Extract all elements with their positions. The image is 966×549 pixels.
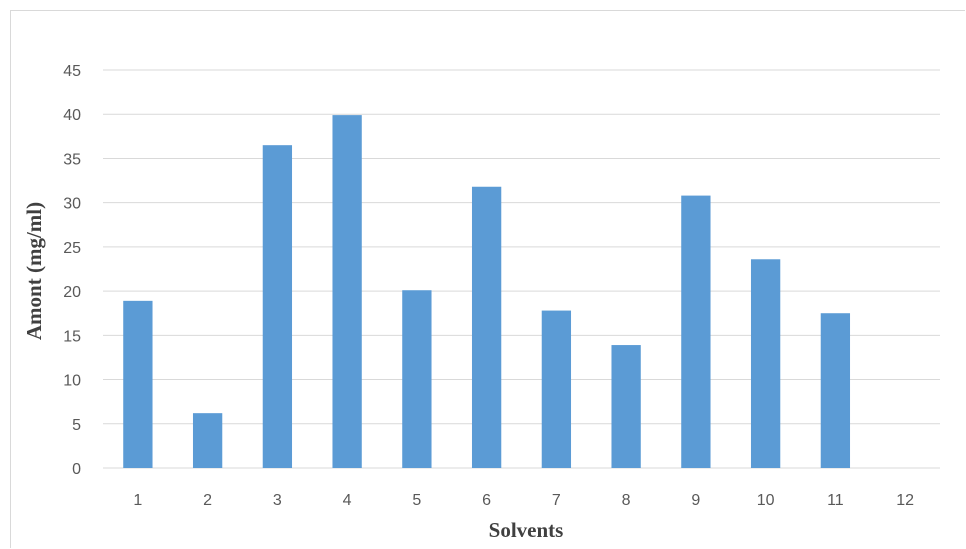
x-tick-label: 7 <box>552 492 561 509</box>
bar-5 <box>402 290 432 468</box>
bar-11 <box>820 313 851 468</box>
y-tick-label: 30 <box>63 196 81 213</box>
x-tick-label: 8 <box>622 492 631 509</box>
y-tick-label: 25 <box>63 240 81 257</box>
x-tick-label: 9 <box>691 492 700 509</box>
y-tick-label: 10 <box>63 373 81 390</box>
x-tick-label: 5 <box>412 492 421 509</box>
bar-8 <box>611 345 641 468</box>
bar-6 <box>471 186 502 468</box>
x-tick-label: 6 <box>482 492 491 509</box>
x-tick-label: 11 <box>827 492 844 509</box>
y-tick-label: 20 <box>63 284 81 301</box>
x-axis-title: Solvents <box>489 518 564 542</box>
y-tick-labels: 0 5 10 15 20 25 30 35 40 45 <box>63 63 81 478</box>
y-tick-label: 15 <box>63 328 81 345</box>
x-tick-label: 10 <box>757 492 775 509</box>
bar-3 <box>262 145 293 468</box>
bar-7 <box>541 310 572 468</box>
bar-1 <box>123 300 153 468</box>
x-tick-label: 4 <box>343 492 352 509</box>
bars <box>123 115 851 469</box>
y-tick-label: 0 <box>72 461 81 478</box>
y-axis-title: Amont (mg/ml) <box>22 202 46 340</box>
bar-9 <box>681 195 711 468</box>
y-tick-label: 45 <box>63 63 81 80</box>
gridlines <box>103 69 940 469</box>
x-tick-label: 12 <box>896 492 914 509</box>
y-tick-label: 35 <box>63 151 81 168</box>
x-tick-label: 3 <box>273 492 282 509</box>
bar-10 <box>750 259 781 468</box>
x-tick-label: 1 <box>133 492 142 509</box>
x-tick-label: 2 <box>203 492 212 509</box>
y-tick-label: 5 <box>72 417 81 434</box>
x-tick-labels: 1 2 3 4 5 6 7 8 9 10 11 12 <box>133 492 914 509</box>
y-tick-label: 40 <box>63 107 81 124</box>
bar-2 <box>192 413 223 468</box>
bar-4 <box>332 115 362 469</box>
